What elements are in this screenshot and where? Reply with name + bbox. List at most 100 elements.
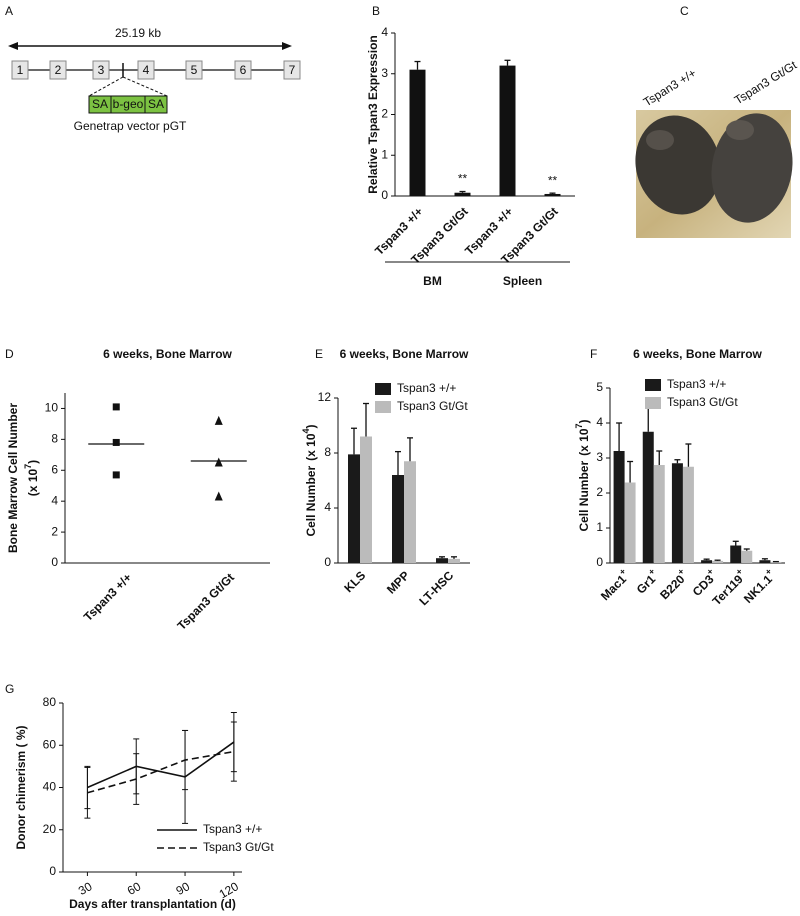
group-label: BM <box>423 274 442 288</box>
y-axis-title-text: Relative Tspan3 Expression <box>366 35 380 194</box>
y-tick-label: 1 <box>381 147 388 161</box>
y-tick-label: 6 <box>51 462 58 476</box>
y-tick-label: 3 <box>596 450 603 464</box>
x-tick-label-text: Tspan3 +/+ <box>81 570 135 624</box>
x-tick-label: KLS <box>341 568 368 595</box>
x-tick-label-sup: + <box>705 566 716 577</box>
exon-label: 6 <box>240 63 247 77</box>
y-tick-label: 0 <box>49 864 56 878</box>
legend-label: Tspan3 +/+ <box>397 381 456 395</box>
y-tick-label: 80 <box>43 695 57 709</box>
y-tick-label: 10 <box>45 401 59 415</box>
y-tick-label: 2 <box>381 107 388 121</box>
legend-swatch <box>375 383 391 395</box>
x-tick-label-sup: + <box>617 566 628 577</box>
y-axis-title-text: Bone Marrow Cell Number <box>6 403 20 553</box>
legend-label: Tspan3 +/+ <box>667 377 726 391</box>
y-tick-label: 40 <box>43 780 57 794</box>
point <box>214 491 223 501</box>
x-tick-label: Tspan3 Gt/Gt <box>175 570 238 633</box>
y-tick-label: 12 <box>318 390 332 404</box>
y-tick-label: 4 <box>324 500 331 514</box>
exon-label: 4 <box>143 63 150 77</box>
line <box>87 750 235 794</box>
exon-label: 1 <box>17 63 24 77</box>
panel-label: G <box>5 682 14 696</box>
y-tick-label: 20 <box>43 822 57 836</box>
y-axis-title-text: Cell Number <box>304 466 318 537</box>
exon-label: 3 <box>98 63 105 77</box>
legend-label: Tspan3 Gt/Gt <box>397 399 468 413</box>
point <box>112 471 120 479</box>
legend-label: Tspan3 Gt/Gt <box>203 840 274 854</box>
x-tick-label-sup: + <box>676 566 687 577</box>
bar <box>730 545 742 563</box>
bar <box>404 461 416 563</box>
bar <box>348 454 360 563</box>
panel-label: A <box>5 4 13 18</box>
x-tick-label: Mac1+ <box>596 566 633 603</box>
y-axis-title-text: Donor chimerism ( %) <box>14 725 28 849</box>
exon <box>137 60 155 80</box>
y-unit-end: ) <box>577 419 591 423</box>
x-tick-label-text: MPP <box>384 568 412 596</box>
point <box>112 438 120 446</box>
legend-label: Tspan3 +/+ <box>203 822 262 836</box>
x-tick-label-sup: + <box>734 566 745 577</box>
x-tick-label: Tspan3 +/+ <box>81 570 135 624</box>
length-arrow <box>8 42 292 50</box>
y-tick-label: 2 <box>51 524 58 538</box>
x-tick-label: 60 <box>125 879 144 898</box>
x-tick-label-text: Tspan3 Gt/Gt <box>175 570 238 633</box>
y-tick-label: 2 <box>596 485 603 499</box>
exon <box>234 60 252 80</box>
mouse-photo <box>635 110 793 238</box>
vector-part: b-geo <box>113 97 144 111</box>
y-tick-label: 4 <box>51 493 58 507</box>
bar <box>682 466 694 563</box>
bar <box>642 431 654 563</box>
exon-label: 7 <box>289 63 296 77</box>
x-tick-label-sup: + <box>763 566 774 577</box>
exon <box>49 60 67 80</box>
bar <box>454 192 471 196</box>
insertion-dash <box>88 76 124 97</box>
chart-title: 6 weeks, Bone Marrow <box>103 347 232 361</box>
legend-swatch <box>645 397 661 409</box>
bar <box>624 482 636 563</box>
bar <box>613 451 625 563</box>
y-tick-label: 0 <box>324 555 331 569</box>
y-unit-end: ) <box>26 460 40 464</box>
panel-label: D <box>5 347 14 361</box>
exon <box>283 60 301 80</box>
bar <box>392 475 404 563</box>
vector-name: Genetrap vector pGT <box>74 119 187 133</box>
bar <box>701 560 713 563</box>
photo-label: Tspan3 +/+ <box>641 66 699 109</box>
panel-label: F <box>590 347 597 361</box>
x-tick-label: 30 <box>76 879 95 898</box>
y-tick-label: 4 <box>596 415 603 429</box>
y-tick-label: 0 <box>51 555 58 569</box>
x-tick-label: NK1.1+ <box>739 566 779 606</box>
bar <box>712 560 724 563</box>
y-axis-title: Cell Number (x 104) <box>301 424 318 536</box>
y-unit-text: (x 10 <box>26 469 40 497</box>
bar <box>448 558 460 563</box>
bar <box>671 463 683 563</box>
bar <box>360 436 372 563</box>
y-tick-label: 5 <box>596 380 603 394</box>
y-tick-label: 60 <box>43 737 57 751</box>
x-axis-title: Days after transplantation (d) <box>69 897 236 911</box>
bar <box>653 465 665 563</box>
vector-part: SA <box>92 97 108 111</box>
y-axis-title: Relative Tspan3 Expression <box>366 35 380 194</box>
insertion-dash <box>122 76 168 97</box>
y-axis-unit: (x 107) <box>23 460 40 496</box>
y-unit-exp: 7 <box>23 464 33 469</box>
y-axis-title: Bone Marrow Cell Number <box>6 403 20 553</box>
y-unit-text: (x 10 <box>577 428 591 456</box>
y-tick-label: 8 <box>51 432 58 446</box>
exon-label: 5 <box>191 63 198 77</box>
